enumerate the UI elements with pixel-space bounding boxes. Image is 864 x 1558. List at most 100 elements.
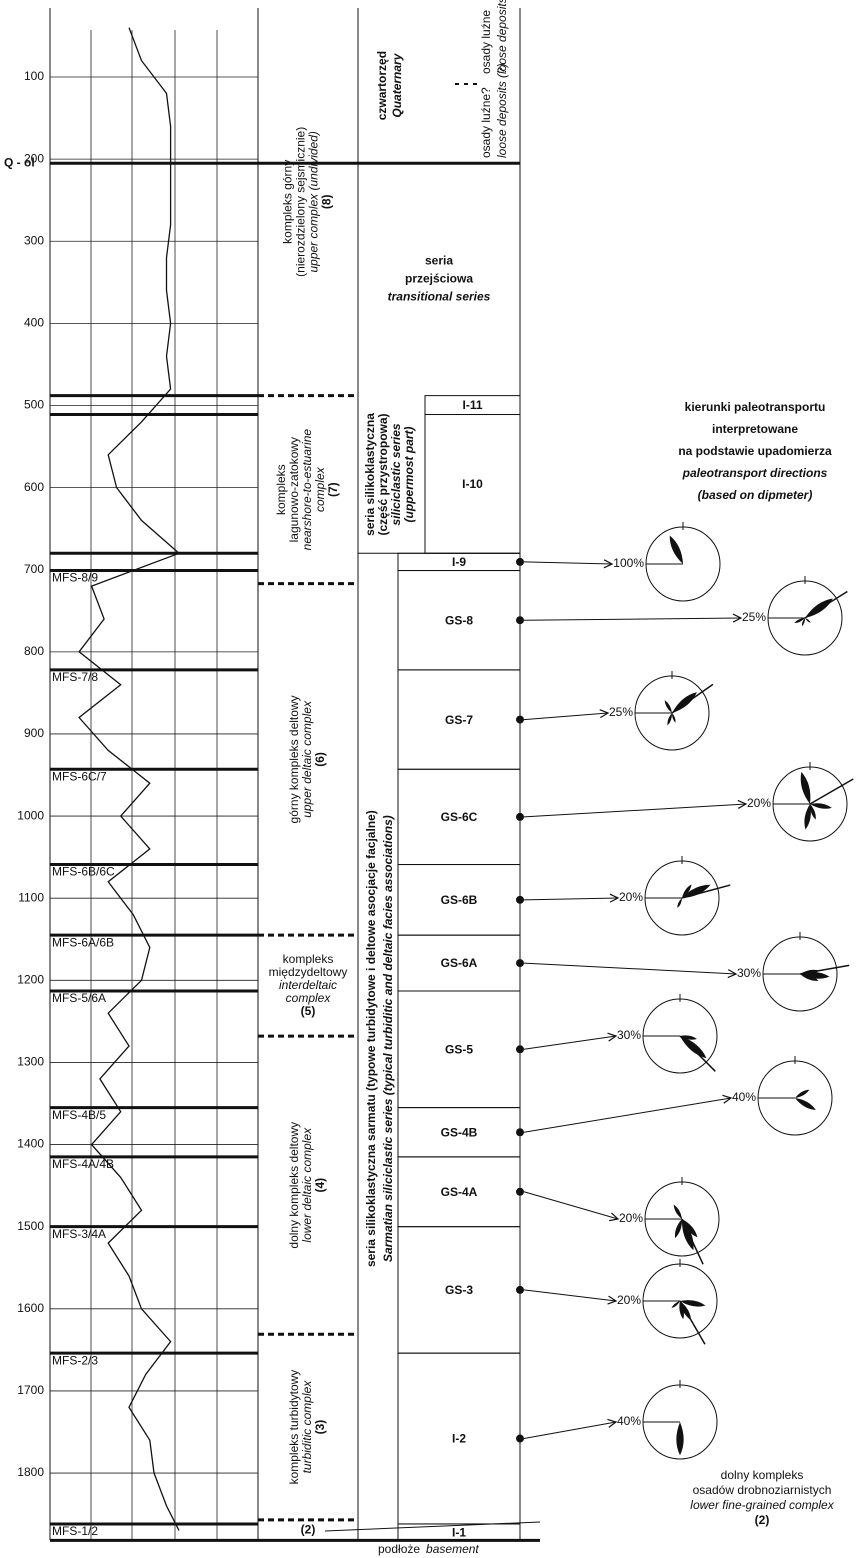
depth-tick-label: 900 (24, 726, 44, 740)
dot (516, 1285, 524, 1294)
depth-tick-label: 1700 (17, 1383, 44, 1397)
rose-petal (809, 804, 816, 820)
unit-label: GS-4B (441, 1125, 478, 1139)
title-line: interpretowane (712, 422, 798, 436)
complex-text: turbiditic complex (300, 1380, 314, 1474)
complex-text: dolny kompleks deltowy (287, 1122, 301, 1249)
depth-tick-label: 700 (24, 562, 44, 576)
rose-scale-label: 40% (617, 1414, 641, 1428)
depth-tick-label: 100 (24, 69, 44, 83)
callout-text: lower fine-grained complex (690, 1498, 834, 1512)
rose-scale-label: 30% (737, 966, 761, 980)
rose-scale-label: 40% (732, 1090, 756, 1104)
rose-arrow (523, 1036, 616, 1050)
dot (516, 1128, 524, 1137)
callout-text: osadów drobnoziarnistych (693, 1483, 832, 1497)
unit-label: GS-6B (441, 893, 478, 907)
horizon-label: MFS-4A/4B (52, 1157, 114, 1171)
callout-text: dolny kompleks (721, 1468, 804, 1482)
dot (516, 557, 524, 566)
rose-arrow (523, 898, 618, 900)
rose-petal (682, 884, 692, 898)
rose-petal (680, 1300, 706, 1307)
rose-mean (671, 683, 714, 714)
unit-label: GS-7 (445, 713, 473, 727)
complex-text: kompleks (283, 952, 334, 966)
rose-petal (667, 713, 673, 726)
horizon-label: MFS-6B/6C (52, 865, 115, 879)
title-line: (based on dipmeter) (698, 488, 813, 502)
horizon-label: MFS-2/3 (52, 1353, 98, 1367)
complex-text: upper deltaic complex (300, 700, 314, 818)
rose-petal (664, 700, 672, 713)
callout-text: (2) (755, 1513, 770, 1527)
title-line: kierunki paleotransportu (685, 400, 826, 414)
horizon-label: MFS-3/4A (52, 1227, 106, 1241)
rose-scale-label: 20% (619, 890, 643, 904)
series-note: osady luźne (479, 10, 493, 74)
depth-tick-label: 1100 (18, 890, 44, 904)
depth-tick-label: 300 (24, 233, 44, 247)
series-text: seria (425, 254, 453, 268)
rose-scale-label: 25% (609, 705, 633, 719)
rose-mean (679, 1035, 716, 1072)
rose-arrow (523, 1289, 616, 1301)
rose-petal (682, 884, 711, 898)
complex-text: interdeltaic (279, 978, 337, 992)
rose-petal (801, 618, 806, 627)
rose-petal (679, 1301, 685, 1320)
complex-text: complex (313, 466, 327, 512)
rose-petal (800, 771, 811, 804)
rose-mean (804, 590, 848, 619)
rose-petal (677, 898, 682, 909)
rose-petal (795, 1089, 810, 1098)
depth-tick-label: 1200 (17, 972, 44, 986)
rose-arrow (523, 804, 746, 818)
unit-label: I-10 (462, 477, 483, 491)
complex-text: lower deltaic complex (300, 1127, 314, 1243)
complex-text: complex (286, 991, 332, 1005)
rose-petal (671, 1301, 680, 1309)
depth-tick-label: 1500 (17, 1219, 44, 1233)
depth-tick-label: 1600 (17, 1301, 44, 1315)
callout-leader (324, 1521, 541, 1532)
rose-petal (680, 1035, 698, 1040)
horizon-label: MFS-8/9 (52, 571, 98, 585)
complex-text: (3) (313, 1420, 327, 1435)
series-note: loose deposits (495, 0, 509, 74)
rose-petal (682, 1219, 698, 1238)
unit-label: GS-4A (441, 1185, 478, 1199)
complex-text: kompleks górny (281, 160, 295, 244)
rose-petal (669, 535, 683, 564)
unit-label: I-11 (462, 398, 482, 412)
rose-scale-label: 20% (747, 796, 771, 810)
complex-text: (nierozdzielony sejsmicznie) (294, 127, 308, 277)
dot (516, 812, 524, 821)
depth-tick-label: 600 (24, 480, 44, 494)
series-text: (uppermost part) (402, 426, 416, 522)
dot (516, 1187, 524, 1196)
complex-text: (5) (301, 1004, 316, 1018)
unit-label: GS-6A (441, 956, 478, 970)
rose-scale-label: 25% (742, 610, 766, 624)
depth-tick-label: 800 (24, 644, 44, 658)
series-text: siliciclastic series (389, 423, 403, 525)
unit-label: I-9 (452, 555, 466, 569)
series-text: transitional series (388, 290, 491, 304)
horizon-label: MFS-6A/6B (52, 935, 114, 949)
rose-petal (794, 618, 805, 624)
depth-tick-label: 200 (24, 151, 44, 165)
complex-text: (4) (313, 1178, 327, 1193)
complex-text: międzydeltowy (269, 965, 348, 979)
basement-label: podłoże basement (378, 1542, 479, 1556)
rose-arrow (523, 1191, 618, 1219)
horizon-label: MFS-5/6A (52, 991, 106, 1005)
rose-arrow (523, 713, 608, 721)
depth-tick-label: 1300 (17, 1055, 44, 1069)
depth-tick-label: 1800 (17, 1465, 44, 1479)
dot (516, 959, 524, 968)
dot (516, 715, 524, 724)
series-text: (część przystropowa) (376, 413, 390, 535)
complex-text: kompleks (274, 464, 288, 515)
log-curve (78, 27, 181, 1531)
